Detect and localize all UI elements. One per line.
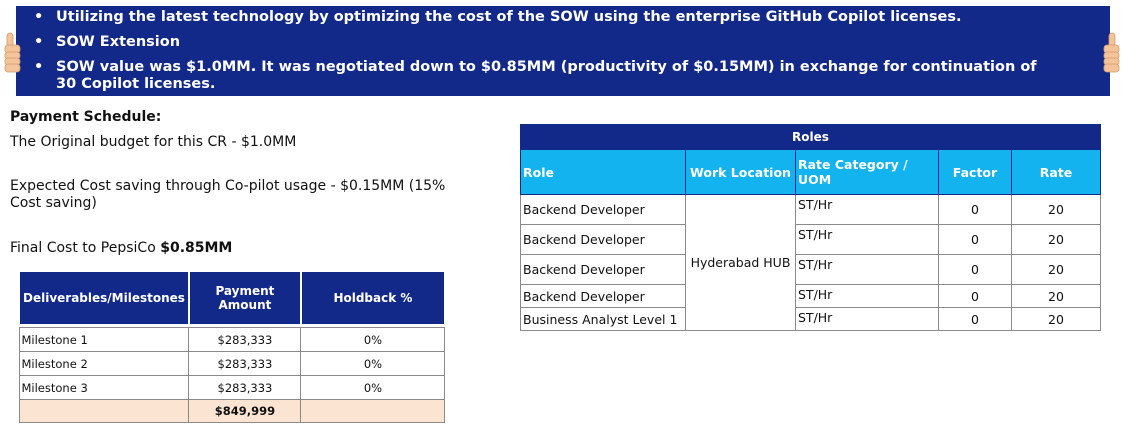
factor-value: 0 [938,254,1012,285]
rate-category: ST/Hr [795,307,939,331]
table-row: Milestone 1 $283,333 0% [18,327,446,352]
col-header-holdback: Holdback % [299,270,446,326]
rate-value: 20 [1011,284,1101,308]
col-header-payment-amount: Payment Amount [187,270,302,326]
table-row: Milestone 2 $283,333 0% [18,351,446,376]
col-header-factor: Factor [938,149,1012,195]
milestones-header-row: Deliverables/Milestones Payment Amount H… [18,270,446,326]
rate-value: 20 [1011,254,1101,285]
work-location: Hyderabad HUB [685,194,796,331]
total-row: $849,999 [18,399,446,423]
table-row: Milestone 3 $283,333 0% [18,375,446,400]
role-name: Backend Developer [520,194,686,225]
rate-category: ST/Hr [795,254,939,285]
summary-bullet-2: SOW Extension [34,34,1050,51]
milestone-amount: $283,333 [188,375,302,400]
role-name: Backend Developer [520,284,686,308]
total-holdback-cell [300,399,446,423]
final-cost-label: Final Cost to PepsiCo [10,240,161,256]
summary-bullet-3: SOW value was $1.0MM. It was negotiated … [34,59,1050,93]
factor-value: 0 [938,307,1012,331]
rate-category: ST/Hr [795,284,939,308]
roles-table: Roles Role Work Location Rate Category /… [520,124,1101,331]
rate-value: 20 [1011,194,1101,225]
milestone-holdback: 0% [300,351,446,376]
col-header-rate-category: Rate Category / UOM [795,149,939,195]
total-label-cell [18,399,190,423]
role-name: Backend Developer [520,254,686,285]
factor-value: 0 [938,194,1012,225]
milestone-amount: $283,333 [188,351,302,376]
milestone-name: Milestone 3 [18,375,190,400]
rate-value: 20 [1011,224,1101,255]
milestones-table: Deliverables/Milestones Payment Amount H… [18,270,446,423]
final-cost-value: $0.85MM [160,240,233,256]
factor-value: 0 [938,224,1012,255]
factor-value: 0 [938,284,1012,308]
col-header-work-location: Work Location [685,149,796,195]
rate-category: ST/Hr [795,194,939,225]
total-amount: $849,999 [188,399,302,423]
summary-bullet-1: Utilizing the latest technology by optim… [34,9,1050,26]
expected-saving-text: Expected Cost saving through Co-pilot us… [10,178,446,211]
thumbs-up-icon [1103,32,1120,73]
rate-value: 20 [1011,307,1101,331]
table-row: Backend Developer Hyderabad HUB ST/Hr 0 … [520,194,1101,331]
thumbs-up-icon [4,32,21,73]
table-row: Backend Developer ST/Hr 0 20 [520,224,1101,255]
milestone-amount: $283,333 [188,327,302,352]
milestone-holdback: 0% [300,327,446,352]
original-budget-text: The Original budget for this CR - $1.0MM [10,134,297,150]
table-row: Backend Developer ST/Hr 0 20 [520,254,1101,285]
milestone-name: Milestone 2 [18,351,190,376]
table-row: Backend Developer ST/Hr 0 20 [520,284,1101,308]
role-name: Business Analyst Level 1 [520,307,686,331]
rate-category: ST/Hr [795,224,939,255]
table-row: Business Analyst Level 1 ST/Hr 0 20 [520,307,1101,331]
role-name: Backend Developer [520,224,686,255]
col-header-role: Role [520,149,686,195]
summary-banner: Utilizing the latest technology by optim… [16,6,1110,96]
payment-schedule-heading: Payment Schedule: [10,109,162,125]
milestone-name: Milestone 1 [18,327,190,352]
roles-title: Roles [520,124,1101,150]
summary-bullets: Utilizing the latest technology by optim… [34,8,1050,93]
col-header-deliverables: Deliverables/Milestones [18,270,190,326]
col-header-rate: Rate [1011,149,1101,195]
final-cost-text: Final Cost to PepsiCo $0.85MM [10,240,232,257]
milestone-holdback: 0% [300,375,446,400]
roles-header-row: Role Work Location Rate Category / UOM F… [520,149,1101,195]
